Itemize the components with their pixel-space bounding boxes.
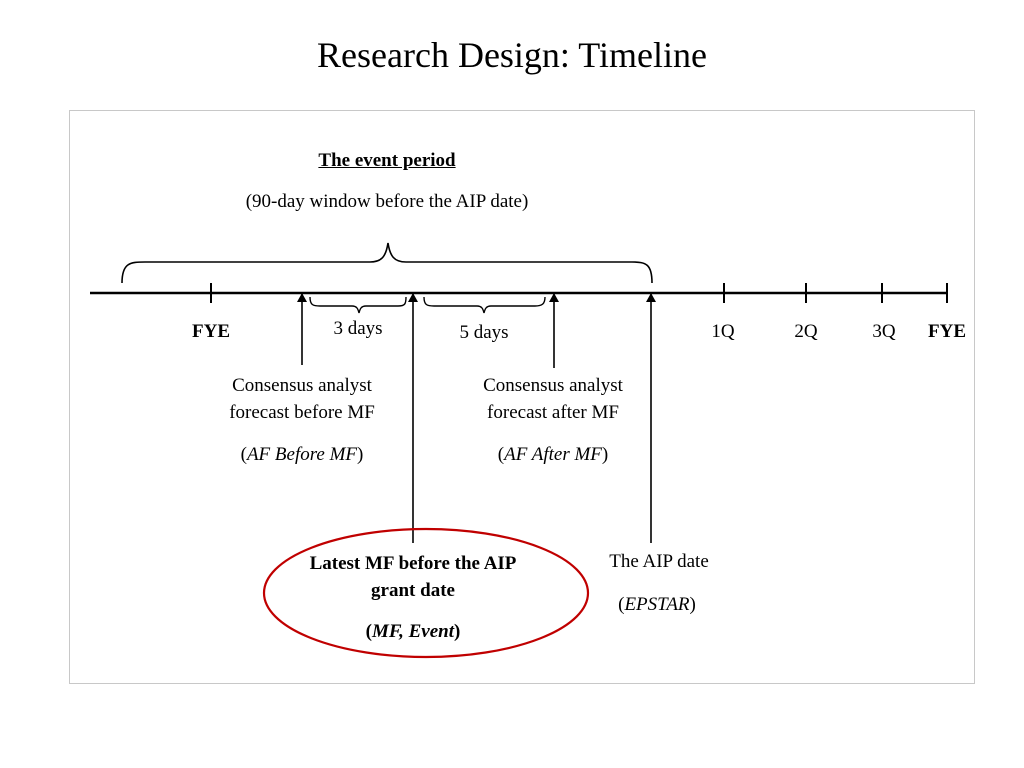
gap-label-3-days: 3 days bbox=[333, 318, 383, 339]
mf-event-line2: grant date bbox=[371, 580, 455, 601]
tick-label-1q: 1Q bbox=[711, 321, 735, 342]
slide-title: Research Design: Timeline bbox=[317, 35, 707, 75]
brace-3-days bbox=[309, 296, 407, 314]
af-before-code: (AF Before MF) bbox=[240, 444, 364, 465]
tick-label-2q: 2Q bbox=[794, 321, 818, 342]
tick-label-fye-end: FYE bbox=[928, 321, 966, 342]
event-period-subheading: (90-day window before the AIP date) bbox=[245, 191, 529, 212]
mf-event-highlight-ellipse bbox=[262, 527, 590, 659]
af-after-line1: Consensus analyst bbox=[483, 375, 623, 396]
mf-event-line1: Latest MF before the AIP bbox=[309, 553, 517, 574]
af-after-line2: forecast after MF bbox=[487, 402, 619, 423]
event-period-heading: The event period bbox=[318, 150, 456, 171]
timeline-ticks bbox=[210, 283, 948, 303]
gap-label-5-days: 5 days bbox=[459, 322, 509, 343]
af-before-line2: forecast before MF bbox=[229, 402, 375, 423]
tick-label-3q: 3Q bbox=[872, 321, 896, 342]
af-before-line1: Consensus analyst bbox=[232, 375, 372, 396]
aip-date-code: (EPSTAR) bbox=[618, 594, 696, 615]
event-period-brace bbox=[121, 242, 653, 284]
af-after-code: (AF After MF) bbox=[497, 444, 609, 465]
diagram-frame bbox=[69, 110, 975, 684]
brace-5-days bbox=[423, 296, 546, 314]
tick-label-fye-start: FYE bbox=[192, 321, 230, 342]
mf-event-code: (MF, Event) bbox=[365, 621, 461, 642]
aip-date-line1: The AIP date bbox=[609, 551, 709, 572]
